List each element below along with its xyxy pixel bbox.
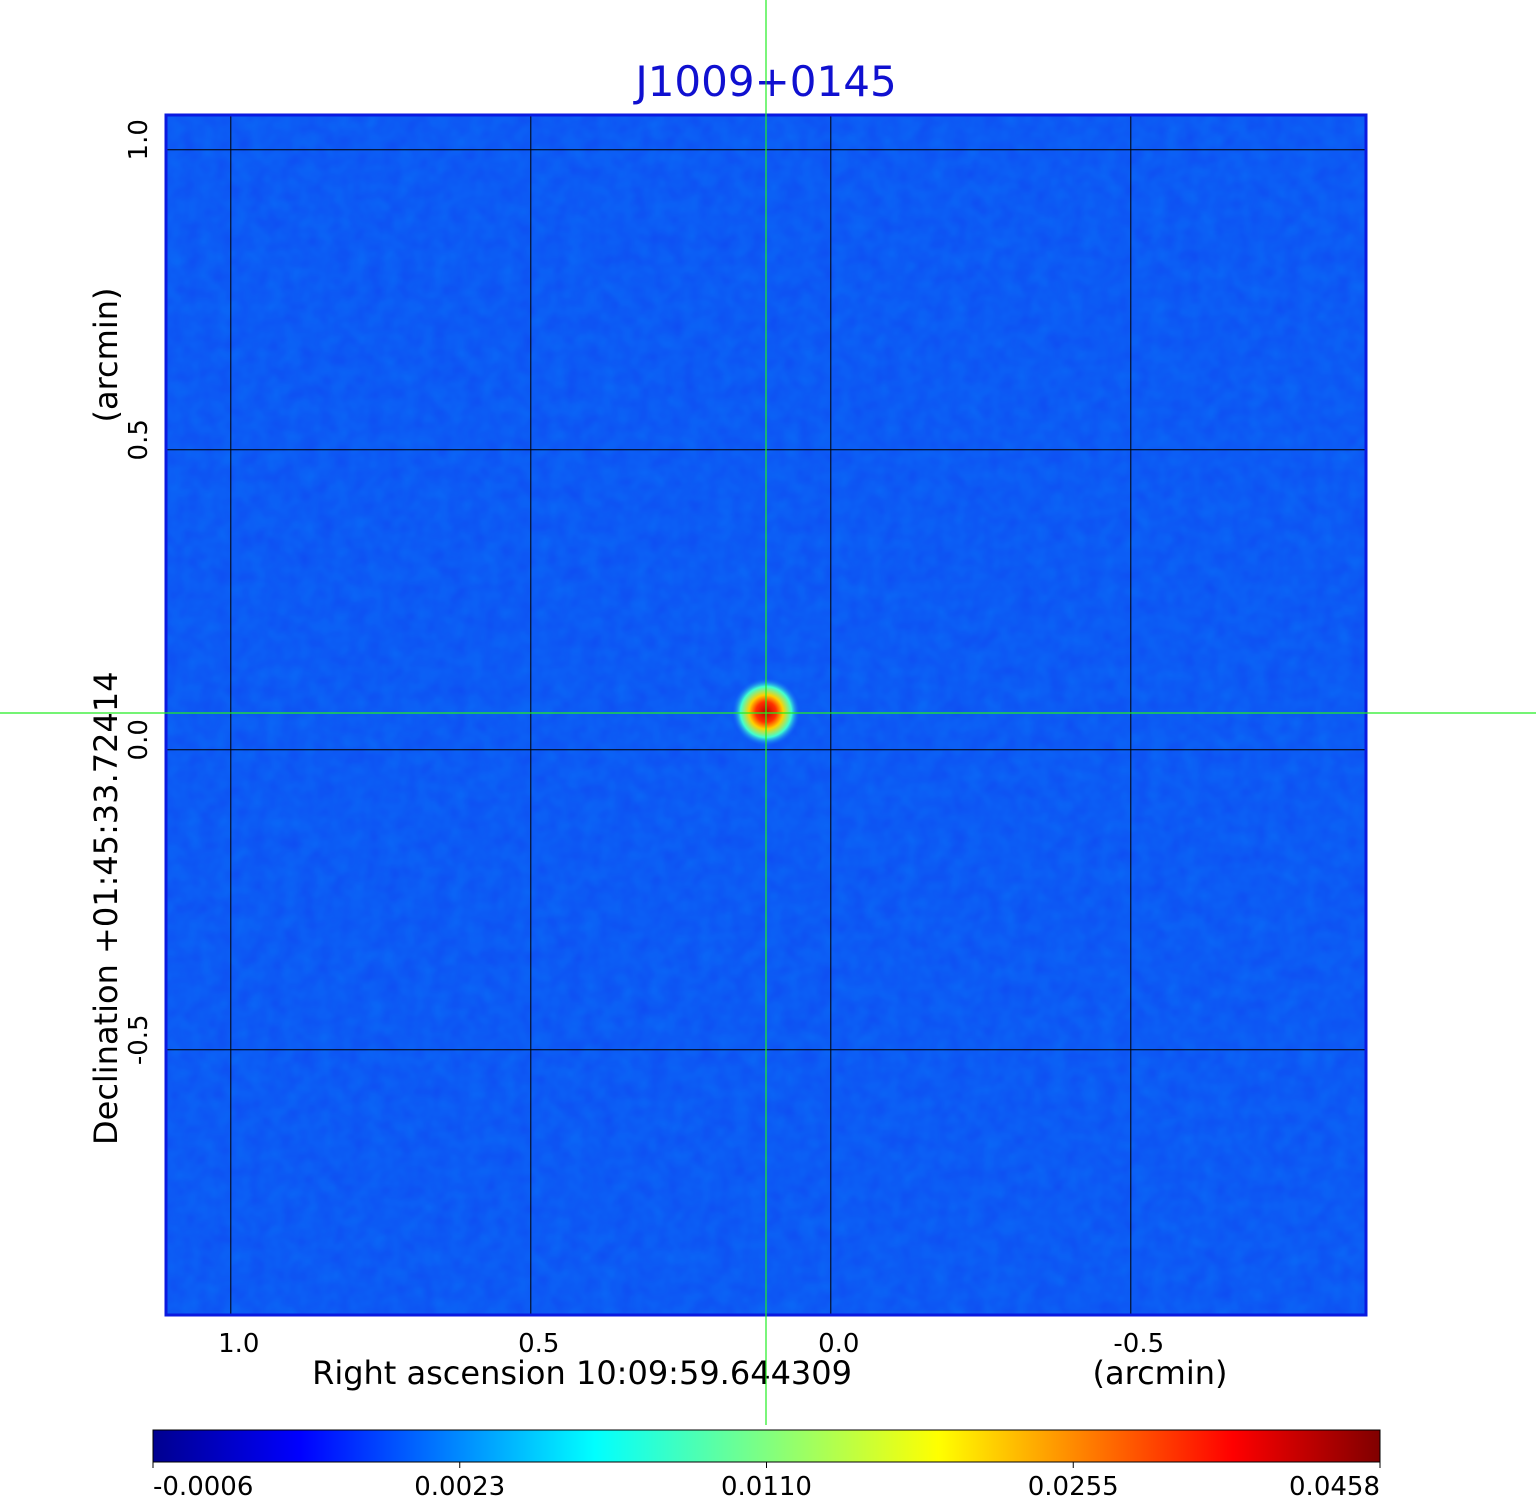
colorbar-tick-label: -0.0006 xyxy=(153,1472,253,1500)
y-axis-label: Declination +01:45:33.72414 xyxy=(87,671,125,1145)
colorbar-tick-label: 0.0110 xyxy=(721,1472,812,1500)
x-axis-label: Right ascension 10:09:59.644309 xyxy=(312,1354,852,1392)
x-tick-label: -0.5 xyxy=(1113,1329,1164,1359)
y-tick-label: 1.0 xyxy=(124,119,154,160)
colorbar-tick-label: 0.0458 xyxy=(1289,1472,1380,1500)
x-tick-label: 0.5 xyxy=(518,1329,559,1359)
y-tick-label: 0.5 xyxy=(124,419,154,460)
x-tick-label: 1.0 xyxy=(218,1329,259,1359)
colorbar-tick-label: 0.0255 xyxy=(1028,1472,1119,1500)
y-axis-unit: (arcmin) xyxy=(87,288,125,423)
y-tick-label: 0.0 xyxy=(124,719,154,760)
y-tick-label: -0.5 xyxy=(124,1014,154,1065)
x-tick-label: 0.0 xyxy=(818,1329,859,1359)
colorbar-tick-label: 0.0023 xyxy=(414,1472,505,1500)
colorbar xyxy=(152,1429,1381,1463)
x-axis-unit: (arcmin) xyxy=(1093,1354,1228,1392)
chart-title: J1009+0145 xyxy=(632,57,896,106)
